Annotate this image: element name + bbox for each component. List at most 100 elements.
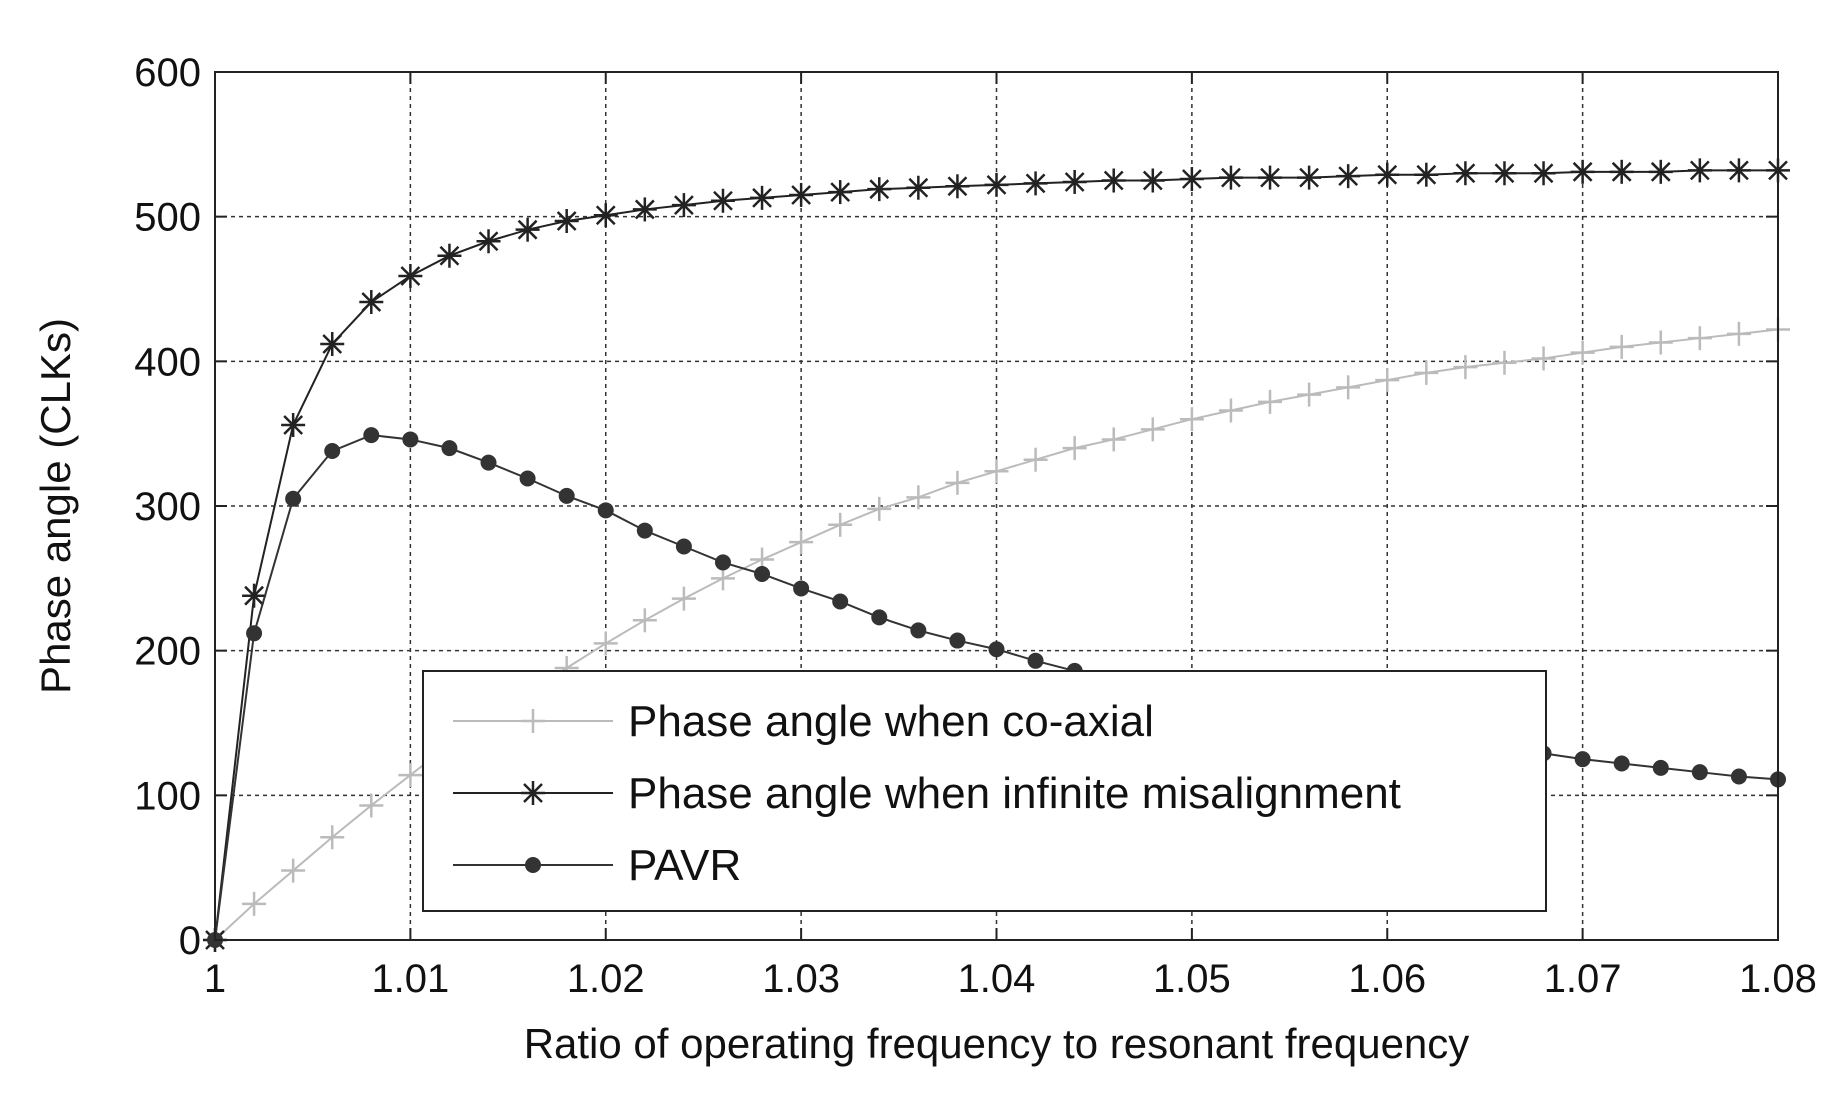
data-point — [593, 631, 618, 656]
data-point — [1062, 169, 1087, 194]
y-tick-label: 0 — [179, 919, 201, 963]
data-point — [1453, 161, 1478, 186]
data-point — [1179, 407, 1204, 432]
y-tick-label: 600 — [134, 51, 201, 95]
legend-entry: PAVR — [453, 841, 741, 890]
legend-label: Phase angle when co-axial — [628, 697, 1154, 746]
data-point — [632, 608, 657, 633]
y-tick-label: 200 — [134, 630, 201, 674]
ast-d2 — [1533, 163, 1554, 184]
ast-d2 — [595, 205, 616, 226]
data-point — [1101, 168, 1126, 193]
data-point — [320, 825, 345, 850]
y-tick-label: 400 — [134, 340, 201, 384]
data-point — [1375, 162, 1400, 187]
data-point — [867, 177, 892, 202]
data-point — [324, 443, 341, 460]
data-point — [1336, 164, 1361, 189]
ast-d2 — [791, 185, 812, 205]
y-tick-label: 300 — [134, 485, 201, 529]
data-point — [1218, 165, 1243, 190]
data-point — [1101, 427, 1126, 452]
data-point — [906, 485, 931, 510]
data-point — [632, 197, 657, 222]
ast-d2 — [1299, 167, 1319, 188]
ast-d2 — [986, 174, 1007, 195]
data-point — [1570, 159, 1595, 184]
legend-box — [422, 670, 1547, 912]
ast-d2 — [1455, 163, 1476, 184]
data-point — [1218, 398, 1243, 423]
data-point — [871, 609, 888, 626]
data-point — [1023, 171, 1048, 196]
data-point — [285, 490, 302, 507]
data-point — [1336, 375, 1361, 400]
data-point — [398, 263, 423, 288]
data-point — [675, 538, 692, 555]
data-point — [671, 193, 696, 218]
legend: Phase angle when co-axial Phase angle whe… — [422, 670, 1547, 912]
data-point — [1687, 158, 1712, 183]
ast-d2 — [478, 231, 499, 252]
data-point — [754, 565, 771, 582]
data-point — [402, 431, 419, 448]
data-point — [1613, 755, 1630, 772]
ast-d2 — [244, 585, 264, 606]
data-point — [1531, 161, 1556, 186]
data-point — [1609, 159, 1634, 184]
data-point — [984, 172, 1009, 197]
data-point — [1652, 759, 1669, 776]
data-point — [988, 641, 1005, 658]
ast-d2 — [1260, 167, 1280, 188]
ast-d2 — [439, 245, 460, 266]
ast-d2 — [556, 211, 577, 231]
data-point — [949, 632, 966, 649]
x-tick-label: 1.06 — [1348, 957, 1426, 1001]
data-point — [1531, 346, 1556, 371]
y-tick-label: 100 — [134, 774, 201, 818]
ast-d2 — [1221, 167, 1241, 188]
data-point — [1297, 165, 1322, 190]
data-point — [476, 229, 501, 254]
ast-d2 — [1064, 172, 1085, 192]
data-point — [1062, 436, 1087, 461]
data-point — [793, 580, 810, 597]
data-point — [1027, 652, 1044, 669]
data-point — [789, 530, 814, 555]
ast-d2 — [1572, 161, 1593, 182]
ast-d2 — [1416, 164, 1437, 185]
data-point — [832, 593, 849, 610]
data-point — [519, 470, 536, 487]
data-point — [242, 891, 267, 916]
ast-d2 — [1377, 164, 1398, 185]
data-point — [1648, 159, 1673, 184]
data-point — [1258, 389, 1283, 414]
data-point — [1179, 167, 1204, 192]
data-point — [242, 583, 267, 608]
x-tick-label: 1.04 — [958, 957, 1036, 1001]
data-point — [1726, 321, 1751, 346]
data-point — [1691, 764, 1708, 781]
data-point — [867, 496, 892, 521]
data-point — [636, 522, 653, 539]
data-point — [320, 331, 345, 356]
data-point — [828, 512, 853, 537]
ast-d2 — [1025, 173, 1046, 194]
data-point — [593, 203, 618, 228]
data-point — [246, 625, 263, 642]
ast-d2 — [869, 179, 890, 200]
data-point — [828, 180, 853, 205]
x-axis-label: Ratio of operating frequency to resonant… — [524, 1020, 1470, 1067]
data-point — [910, 622, 927, 639]
data-point — [710, 188, 735, 213]
x-tick-label: 1 — [204, 957, 226, 1001]
data-point — [359, 793, 384, 818]
legend-label: PAVR — [628, 841, 741, 890]
x-tick-label: 1.07 — [1544, 957, 1622, 1001]
ast-d2 — [283, 415, 304, 435]
ast-d2 — [400, 266, 421, 286]
ast-d2 — [830, 182, 851, 202]
data-point — [515, 217, 540, 242]
data-point — [480, 454, 497, 471]
legend-label: Phase angle when infinite misalignment — [628, 769, 1401, 818]
